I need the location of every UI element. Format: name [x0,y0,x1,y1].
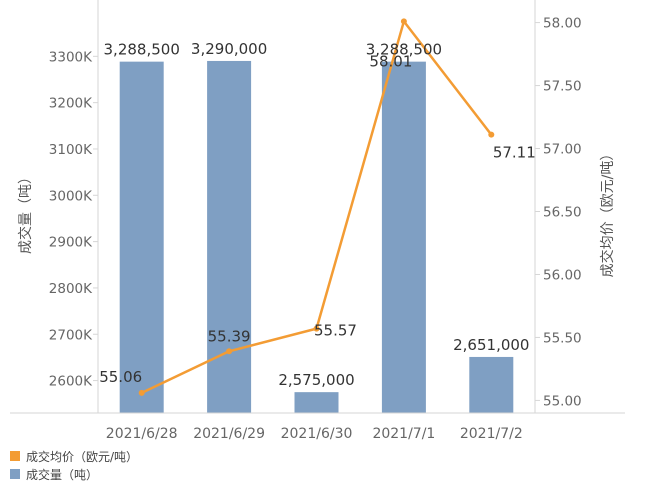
legend-swatch-price [10,451,20,461]
left-axis-title: 成交量（吨） [17,170,34,254]
legend: 成交均价（欧元/吨） 成交量（吨） [10,447,138,483]
bar-data-label: 3,290,000 [191,40,267,58]
legend-item-volume: 成交量（吨） [10,465,138,483]
legend-swatch-volume [10,469,20,479]
right-tick-label: 57.50 [543,79,582,95]
right-axis-ticks: 55.00 55.50 56.00 56.50 57.00 57.50 58.00 [535,16,582,409]
left-tick-label: 2600K [49,374,93,390]
bar-data-label: 2,651,000 [453,336,529,354]
x-tick-label: 2021/6/29 [193,426,265,442]
line-point [138,389,145,396]
bar [294,392,339,413]
x-tick-label: 2021/6/30 [281,426,353,442]
bar [119,61,164,413]
line-data-label: 55.39 [208,327,251,345]
right-tick-label: 56.00 [543,267,582,283]
line-point [313,325,320,332]
left-axis-ticks: 2600K 2700K 2800K 2900K 3000K 3100K 3200K 3300K [49,49,98,390]
left-tick-label: 3000K [49,188,93,204]
x-tick-label: 2021/7/2 [460,426,523,442]
line-point [400,18,407,25]
right-tick-label: 57.00 [543,142,582,158]
bar-series [119,60,514,414]
line-data-label: 57.11 [493,144,536,162]
left-tick-label: 2900K [49,235,93,251]
legend-item-price: 成交均价（欧元/吨） [10,447,138,465]
x-tick-label: 2021/7/1 [372,426,435,442]
legend-label-price: 成交均价（欧元/吨） [26,449,139,464]
bar-data-label: 3,288,500 [366,41,442,59]
bar-data-label: 3,288,500 [104,41,180,59]
legend-label-volume: 成交量（吨） [26,467,99,482]
x-axis-ticks: 2021/6/28 2021/6/29 2021/6/30 2021/7/1 2021/… [106,426,523,442]
line-data-label: 55.57 [314,322,357,340]
x-tick-label: 2021/6/28 [106,426,178,442]
bar-data-label: 2,575,000 [278,371,354,389]
bar [469,356,514,413]
right-tick-label: 55.50 [543,330,582,346]
line-data-label: 58.01 [369,52,412,70]
bar-data-labels: 3,288,500 3,290,000 2,575,000 3,288,500 2,65… [104,40,530,389]
bar [381,61,426,413]
line-data-label: 55.06 [99,368,142,386]
line-data-labels: 55.06 55.39 55.57 58.01 57.11 [99,52,536,386]
line-series [138,18,495,396]
right-axis-title: 成交均价（欧元/吨） [599,147,616,278]
left-tick-label: 2800K [49,281,93,297]
bar [207,60,252,414]
left-tick-label: 3200K [49,96,93,112]
left-tick-label: 3300K [49,49,93,65]
line-point [488,131,495,138]
left-tick-label: 2700K [49,327,93,343]
right-tick-label: 58.00 [543,16,582,32]
right-tick-label: 56.50 [543,205,582,221]
right-tick-label: 55.00 [543,393,582,409]
left-tick-label: 3100K [49,142,93,158]
line-point [226,348,233,355]
